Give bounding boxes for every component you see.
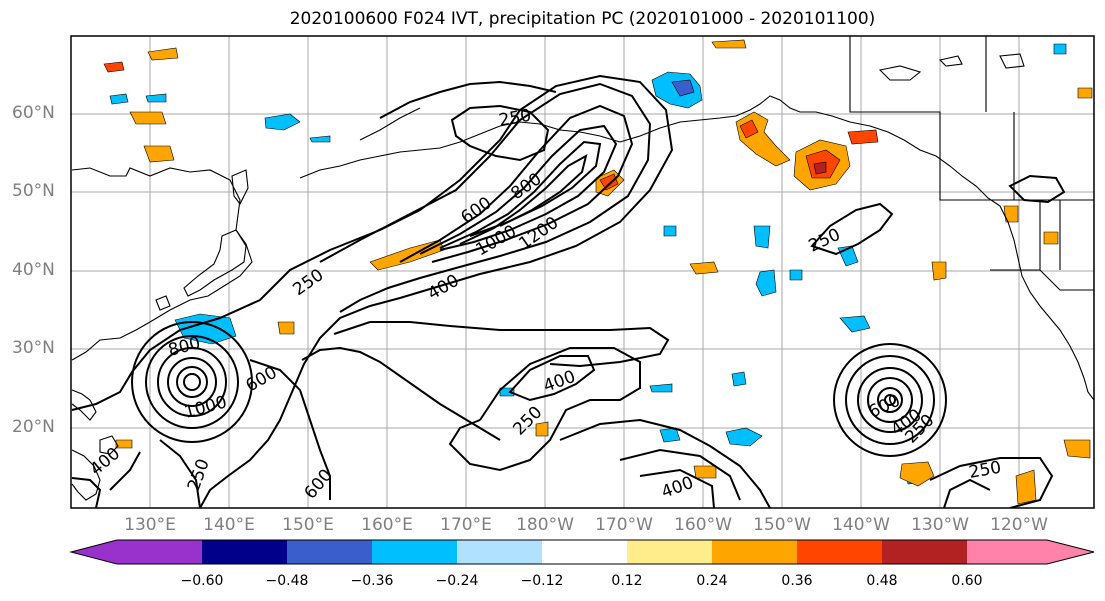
- lat-label: 40°N: [12, 260, 55, 280]
- precip-negative-patch: [1053, 43, 1067, 55]
- lon-label: 130°E: [124, 515, 176, 535]
- colorbar-segment: [627, 540, 712, 564]
- colorbar-tick-label: 0.24: [696, 573, 728, 589]
- precip-negative-patch: [109, 93, 129, 105]
- lon-label: 150°W: [753, 515, 811, 535]
- colorbar-tick-label: 0.60: [951, 573, 983, 589]
- colorbar-segment: [797, 540, 882, 564]
- precip-positive-patch: [147, 47, 179, 61]
- map-title: 2020100600 F024 IVT, precipitation PC (2…: [289, 9, 876, 29]
- colorbar-extend-low: [71, 540, 117, 564]
- precip-positive-patch: [277, 321, 295, 335]
- coastlines: [71, 36, 1094, 508]
- precip-positive-patch: [693, 465, 717, 479]
- precip-positive-patch: [899, 461, 935, 487]
- colorbar-segment: [712, 540, 797, 564]
- lon-label: 140°W: [832, 515, 890, 535]
- precip-positive-patch: [599, 173, 619, 191]
- precip-negative-patch: [753, 225, 771, 249]
- ivt-contours: [71, 74, 1066, 508]
- colorbar-tick-label: −0.60: [180, 573, 224, 589]
- colorbar-segment: [457, 540, 542, 564]
- colorbar-segment: [202, 540, 287, 564]
- lon-label: 120°W: [990, 515, 1048, 535]
- colorbar-segment: [372, 540, 457, 564]
- lat-label: 50°N: [12, 181, 55, 201]
- precip-positive-patch: [1063, 439, 1091, 459]
- lat-label: 20°N: [12, 417, 55, 437]
- lat-label: 30°N: [12, 338, 55, 358]
- colorbar-tick-label: −0.12: [520, 573, 564, 589]
- colorbar-tick-label: −0.24: [435, 573, 479, 589]
- precip-negative-patch: [671, 79, 695, 97]
- colorbar-tick-label: −0.48: [265, 573, 309, 589]
- precip-positive-patch: [129, 111, 167, 125]
- colorbar-tick-label: −0.36: [350, 573, 394, 589]
- precip-positive-patch: [1003, 205, 1019, 223]
- colorbar-outline: [69, 539, 1095, 565]
- colorbar-tick-label: 0.36: [781, 573, 813, 589]
- colorbar-segment: [542, 540, 627, 564]
- lon-label: 140°E: [203, 515, 255, 535]
- colorbar-segment: [287, 540, 372, 564]
- colorbar-segment: [882, 540, 967, 564]
- precip-negative-patch: [725, 427, 763, 447]
- colorbar: [69, 539, 1095, 565]
- precip-positive-patch: [1077, 87, 1093, 99]
- map-frame: [70, 35, 1095, 509]
- lon-label: 180°W: [516, 515, 574, 535]
- precip-positive-patch: [143, 145, 175, 163]
- precip-negative-patch: [663, 225, 677, 237]
- precip-positive-patch: [689, 261, 719, 275]
- colorbar-tick-label: 0.48: [866, 573, 898, 589]
- precip-negative-patch: [649, 383, 673, 393]
- precip-positive-patch: [711, 39, 747, 49]
- lon-label: 160°E: [361, 515, 413, 535]
- colorbar-segment: [117, 540, 202, 564]
- lon-label: 160°W: [674, 515, 732, 535]
- precip-positive-patch: [739, 119, 759, 139]
- precip-positive-patch: [1043, 231, 1059, 245]
- precip-negative-patch: [264, 113, 301, 131]
- lon-label: 130°W: [911, 515, 969, 535]
- lon-label: 170°E: [440, 515, 492, 535]
- precip-negative-patch: [145, 93, 167, 103]
- precip-negative-patch: [839, 315, 871, 333]
- precip-positive-patch: [847, 129, 879, 145]
- precip-negative-patch: [755, 269, 777, 297]
- lat-label: 60°N: [12, 103, 55, 123]
- precip-negative-patch: [789, 269, 803, 281]
- precip-positive-patch: [813, 161, 827, 175]
- precip-negative-patch: [309, 135, 331, 143]
- precip-positive-patch: [103, 61, 125, 73]
- colorbar-segment: [967, 540, 1047, 564]
- precip-negative-patch: [731, 371, 747, 387]
- precip-positive-patch: [931, 261, 947, 281]
- precip-positive-patch: [115, 439, 133, 449]
- precip-positive-patch: [1015, 469, 1037, 505]
- lon-label: 170°W: [595, 515, 653, 535]
- colorbar-extend-high: [1047, 540, 1094, 564]
- precip-positive-patch: [535, 421, 549, 437]
- lon-label: 150°E: [282, 515, 334, 535]
- colorbar-tick-label: 0.12: [611, 573, 643, 589]
